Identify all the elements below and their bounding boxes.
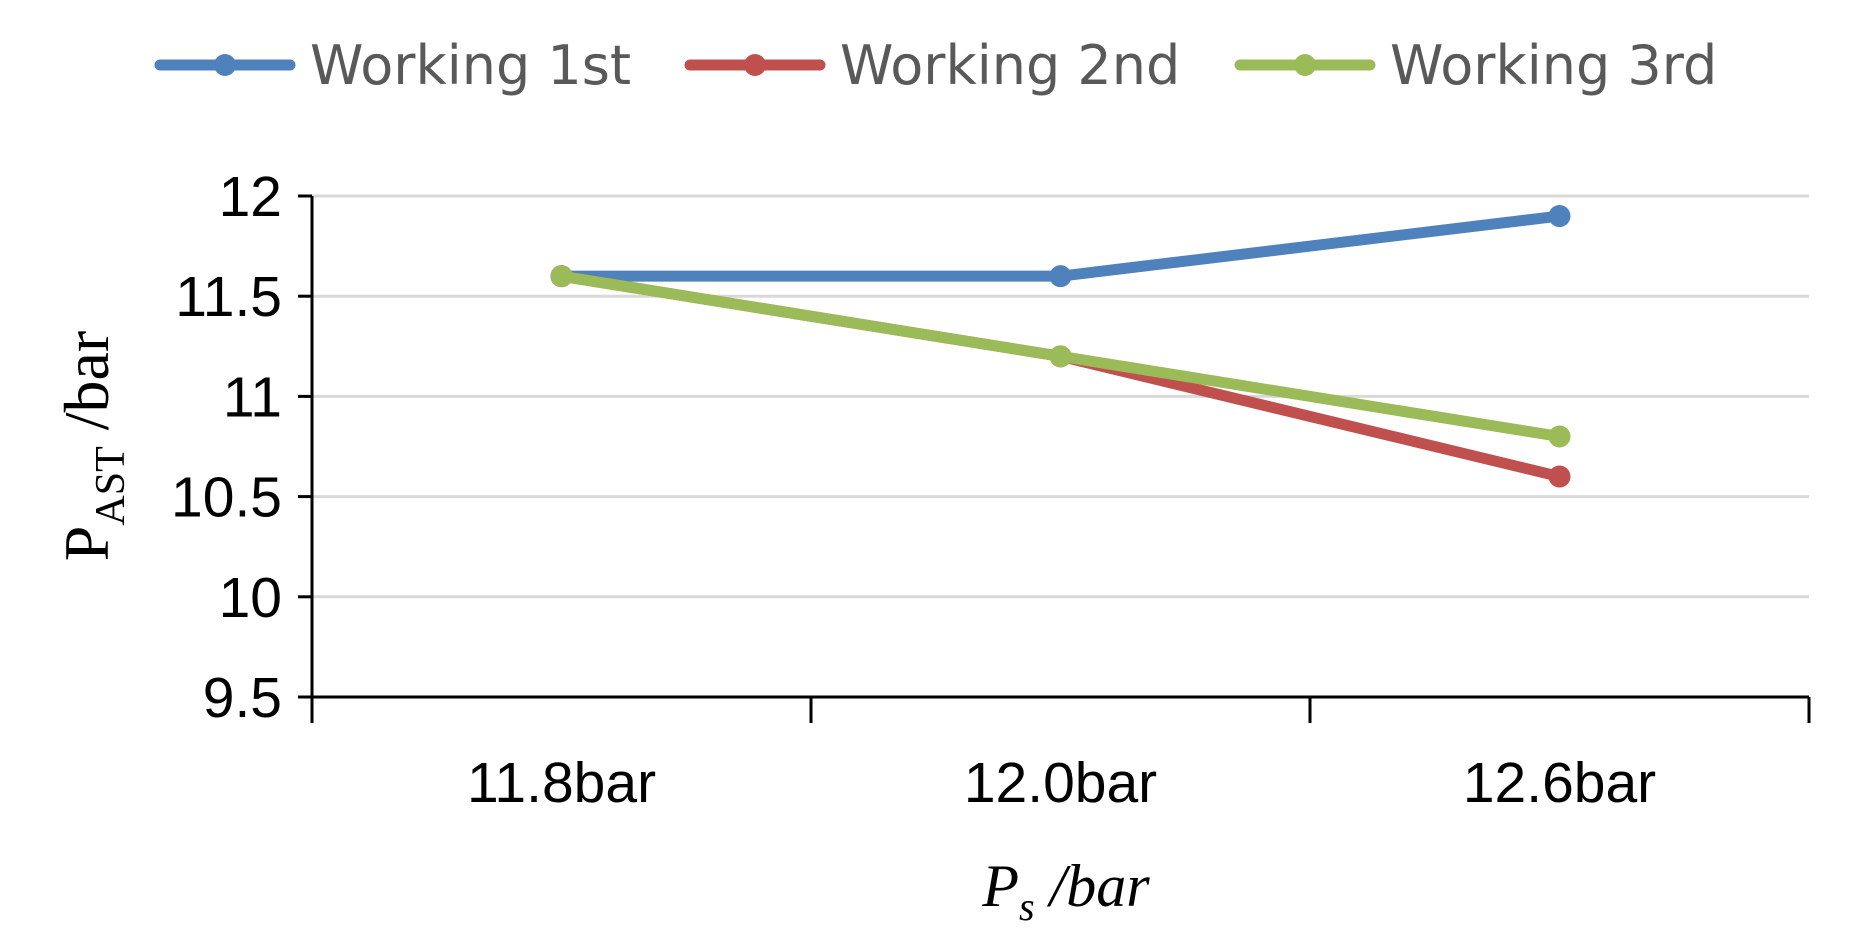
legend-marker-working-3rd <box>1294 54 1316 76</box>
legend-label-working-3rd: Working 3rd <box>1390 34 1717 97</box>
legend: Working 1st Working 2nd Working 3rd <box>154 34 1717 97</box>
data-point-working-1st <box>1548 205 1571 228</box>
legend-marker-working-2nd <box>744 54 766 76</box>
x-axis-title: Ps /bar <box>981 853 1150 929</box>
x-tick-label: 11.8bar <box>467 751 656 815</box>
legend-marker-working-1st <box>214 54 236 76</box>
y-tick-label: 12 <box>219 165 282 229</box>
y-axis-title-main: P <box>51 526 122 562</box>
y-ticks: 9.5 10 10.5 11 11.5 12 <box>171 165 312 730</box>
x-axis-title-main: P <box>981 853 1019 919</box>
y-tick-label: 11 <box>223 365 282 429</box>
y-axis-title-sub: AST <box>88 446 134 525</box>
data-point-working-3rd <box>550 265 573 288</box>
data-point-working-1st <box>1049 265 1072 288</box>
x-axis-title-sub: s <box>1019 884 1035 929</box>
x-ticks: 11.8bar 12.0bar 12.6bar <box>310 697 1811 815</box>
series-group <box>550 205 1571 488</box>
y-tick-label: 9.5 <box>203 666 282 730</box>
x-axis-title-rest: /bar <box>1035 853 1151 919</box>
x-tick-label: 12.0bar <box>964 751 1157 815</box>
axes <box>310 196 1809 699</box>
data-point-working-3rd <box>1049 345 1072 368</box>
data-point-working-2nd <box>1548 465 1571 488</box>
y-axis-title-rest: /bar <box>51 331 122 447</box>
series-line-working-2nd <box>556 270 1565 483</box>
legend-label-working-2nd: Working 2nd <box>840 34 1180 97</box>
y-tick-label: 11.5 <box>175 265 282 329</box>
x-tick-label: 12.6bar <box>1463 751 1656 815</box>
y-tick-label: 10 <box>219 566 282 630</box>
y-tick-label: 10.5 <box>171 466 282 530</box>
legend-label-working-1st: Working 1st <box>310 34 631 97</box>
gridlines <box>312 194 1809 599</box>
data-point-working-3rd <box>1548 425 1571 448</box>
y-axis-title: PAST /bar <box>51 331 134 561</box>
